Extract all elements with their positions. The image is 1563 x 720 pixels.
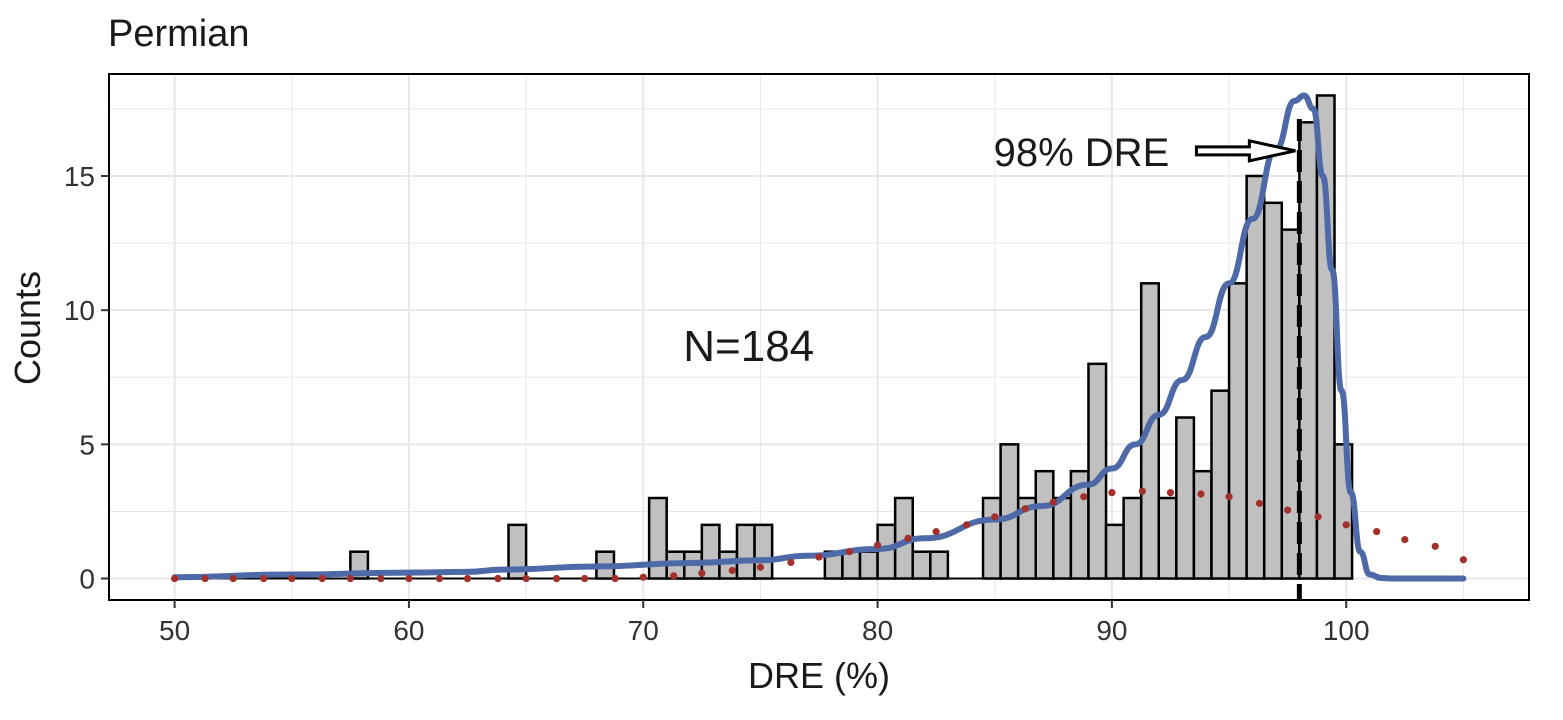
fitted-curve-point (1080, 493, 1088, 501)
fitted-curve-point (1401, 536, 1409, 544)
fitted-curve-point (873, 541, 882, 549)
histogram-bar (1210, 389, 1231, 580)
x-tick-label: 70 (628, 615, 659, 646)
fitted-curve-point (1255, 499, 1264, 507)
fitted-curve-point (463, 574, 472, 583)
histogram-bar (981, 496, 1002, 580)
fitted-curve-point (1342, 521, 1350, 529)
x-tick-label: 100 (1323, 615, 1370, 646)
histogram-bar (858, 550, 879, 580)
fitted-curve-point (171, 574, 179, 583)
fitted-curve-point (288, 574, 296, 583)
fitted-curve-point (1314, 513, 1322, 521)
fitted-dotted-curve (171, 487, 1467, 583)
fitted-curve-point (229, 574, 237, 583)
y-tick-label: 0 (79, 564, 95, 595)
histogram-bar (718, 550, 739, 580)
x-tick-label: 60 (393, 615, 424, 646)
sample-size-label: N=184 (683, 322, 814, 371)
dre-annotation-arrow (1194, 138, 1296, 163)
y-axis: 0 5 10 15 (64, 161, 109, 595)
plot-panel-border (108, 73, 1530, 601)
fitted-curve-point (1225, 493, 1233, 501)
chart-title: Permian (108, 13, 250, 55)
fitted-curve-point (377, 574, 385, 583)
fitted-curve-point (904, 534, 912, 542)
fitted-curve-point (932, 527, 940, 536)
fitted-curve-point (1166, 489, 1175, 497)
density-curve (171, 92, 1467, 582)
x-tick-label: 90 (1096, 615, 1127, 646)
fitted-curve-point (639, 573, 647, 581)
histogram-bars (174, 94, 1354, 580)
fitted-curve-point (845, 548, 854, 556)
y-tick-label: 5 (79, 429, 95, 460)
x-tick-label: 50 (159, 615, 190, 646)
fitted-curve-point (201, 574, 209, 583)
fitted-curve-point (787, 558, 795, 567)
fitted-curve-point (260, 574, 268, 583)
fitted-curve-point (552, 574, 561, 583)
histogram-bar (841, 550, 862, 580)
histogram-bar (735, 523, 756, 580)
histogram-bar (1104, 523, 1125, 580)
fitted-curve-point (1138, 487, 1146, 495)
y-tick-label: 15 (64, 161, 95, 192)
x-axis-title: DRE (%) (748, 655, 890, 696)
histogram-bar (1262, 201, 1284, 580)
fitted-curve-point (1049, 498, 1057, 506)
fitted-curve-point (435, 574, 443, 583)
fitted-curve-point (494, 574, 502, 583)
x-tick-label: 80 (862, 615, 893, 646)
fitted-curve-point (611, 574, 619, 583)
histogram-bar (1227, 282, 1248, 580)
histogram-bar (1298, 121, 1319, 580)
histogram-bar (1122, 496, 1143, 580)
fitted-curve-point (670, 572, 678, 580)
fitted-curve-point (756, 563, 765, 571)
fitted-curve-point (815, 553, 823, 561)
fitted-curve-point (728, 566, 736, 575)
histogram-bar (911, 550, 932, 580)
fitted-curve-point (1431, 542, 1439, 550)
fitted-curve-point (318, 574, 326, 583)
histogram-bar (753, 523, 774, 580)
fitted-curve-point (1459, 556, 1467, 564)
fitted-curve-point (698, 569, 706, 577)
fitted-curve-point (963, 521, 971, 529)
histogram-bar (1245, 174, 1266, 580)
y-tick-label: 10 (64, 295, 95, 326)
annotations: N=184 98% DRE (683, 131, 1296, 371)
y-axis-title: Counts (7, 271, 48, 385)
fitted-curve-point (346, 574, 354, 583)
fitted-curve-point (991, 513, 999, 521)
fitted-curve-point (1373, 527, 1381, 536)
histogram-bar (1192, 469, 1213, 580)
histogram-bar (1157, 496, 1178, 580)
fitted-curve-point (1284, 506, 1292, 514)
histogram-bar (700, 523, 721, 580)
fitted-curve-point (1108, 489, 1116, 497)
histogram-bar (929, 550, 950, 580)
histogram-bar (1052, 496, 1073, 580)
fitted-curve-point (581, 574, 589, 583)
fitted-curve-point (1197, 490, 1205, 498)
x-axis: 50 60 70 80 90 100 (159, 600, 1370, 646)
dre-annotation-label: 98% DRE (994, 131, 1170, 175)
fitted-curve-point (522, 574, 530, 583)
histogram-bar (1034, 469, 1055, 580)
histogram-bar (1175, 416, 1196, 580)
histogram-bar (1280, 228, 1301, 580)
fitted-curve-point (1021, 505, 1029, 513)
fitted-curve-point (405, 574, 413, 583)
